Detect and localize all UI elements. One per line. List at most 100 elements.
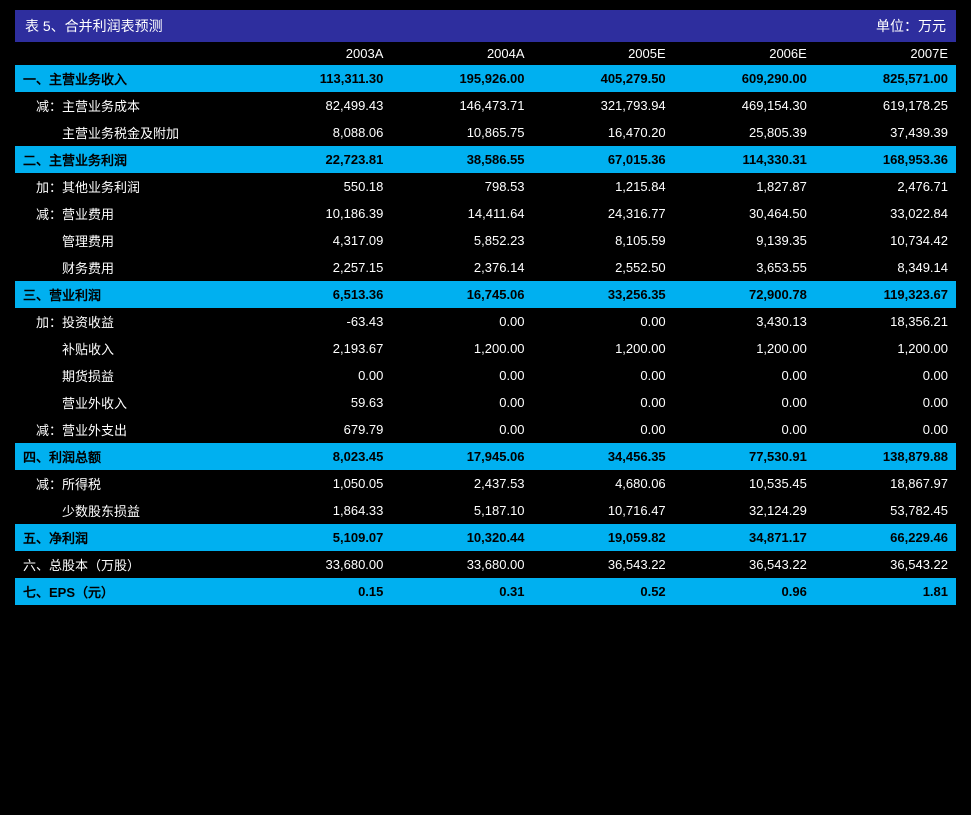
cell-value: 119,323.67: [815, 281, 956, 308]
cell-value: 2,437.53: [391, 470, 532, 497]
row-label: 加：投资收益: [15, 308, 250, 335]
cell-value: 0.00: [391, 308, 532, 335]
row-label: 四、利润总额: [15, 443, 250, 470]
table-row: 营业外收入59.630.000.000.000.00: [15, 389, 956, 416]
cell-value: 0.00: [815, 362, 956, 389]
cell-value: 18,356.21: [815, 308, 956, 335]
cell-value: 798.53: [391, 173, 532, 200]
row-label: 七、EPS（元）: [15, 578, 250, 605]
cell-value: 3,653.55: [674, 254, 815, 281]
table-row: 减：营业外支出679.790.000.000.000.00: [15, 416, 956, 443]
table-row: 财务费用2,257.152,376.142,552.503,653.558,34…: [15, 254, 956, 281]
cell-value: 36,543.22: [815, 551, 956, 578]
table-header: 表 5、合并利润表预测 单位：万元: [15, 10, 956, 42]
cell-value: 679.79: [250, 416, 391, 443]
cell-value: 10,716.47: [533, 497, 674, 524]
row-label: 主营业务税金及附加: [15, 119, 250, 146]
cell-value: 77,530.91: [674, 443, 815, 470]
cell-value: 10,734.42: [815, 227, 956, 254]
row-label: 加：其他业务利润: [15, 173, 250, 200]
cell-value: 5,109.07: [250, 524, 391, 551]
table-row: 减：主营业务成本82,499.43146,473.71321,793.94469…: [15, 92, 956, 119]
cell-value: 3,430.13: [674, 308, 815, 335]
cell-value: 1,200.00: [391, 335, 532, 362]
cell-value: 0.96: [674, 578, 815, 605]
cell-value: 0.00: [391, 416, 532, 443]
cell-value: 0.00: [674, 389, 815, 416]
table-row: 一、主营业务收入113,311.30195,926.00405,279.5060…: [15, 65, 956, 92]
cell-value: 8,105.59: [533, 227, 674, 254]
table-row: 七、EPS（元）0.150.310.520.961.81: [15, 578, 956, 605]
cell-value: 609,290.00: [674, 65, 815, 92]
cell-value: 34,871.17: [674, 524, 815, 551]
row-label: 减：主营业务成本: [15, 92, 250, 119]
cell-value: 8,023.45: [250, 443, 391, 470]
cell-value: 0.00: [674, 362, 815, 389]
cell-value: 0.00: [391, 362, 532, 389]
cell-value: 10,320.44: [391, 524, 532, 551]
cell-value: 0.00: [533, 308, 674, 335]
cell-value: 114,330.31: [674, 146, 815, 173]
cell-value: 10,186.39: [250, 200, 391, 227]
row-label: 少数股东损益: [15, 497, 250, 524]
table-row: 管理费用4,317.095,852.238,105.599,139.3510,7…: [15, 227, 956, 254]
col-header: [15, 42, 250, 65]
row-label: 减：营业外支出: [15, 416, 250, 443]
col-header: 2005E: [533, 42, 674, 65]
cell-value: 19,059.82: [533, 524, 674, 551]
cell-value: 1,050.05: [250, 470, 391, 497]
income-statement-table: 2003A 2004A 2005E 2006E 2007E 一、主营业务收入11…: [15, 42, 956, 605]
cell-value: 0.00: [674, 416, 815, 443]
cell-value: 32,124.29: [674, 497, 815, 524]
cell-value: 469,154.30: [674, 92, 815, 119]
cell-value: 10,865.75: [391, 119, 532, 146]
cell-value: 33,256.35: [533, 281, 674, 308]
cell-value: 5,852.23: [391, 227, 532, 254]
cell-value: 17,945.06: [391, 443, 532, 470]
row-label: 二、主营业务利润: [15, 146, 250, 173]
cell-value: 2,376.14: [391, 254, 532, 281]
cell-value: 195,926.00: [391, 65, 532, 92]
cell-value: 10,535.45: [674, 470, 815, 497]
cell-value: 0.00: [533, 416, 674, 443]
cell-value: 66,229.46: [815, 524, 956, 551]
table-row: 加：投资收益-63.430.000.003,430.1318,356.21: [15, 308, 956, 335]
cell-value: 8,349.14: [815, 254, 956, 281]
cell-value: 1,200.00: [815, 335, 956, 362]
cell-value: 0.52: [533, 578, 674, 605]
table-unit: 单位：万元: [876, 16, 946, 36]
row-label: 五、净利润: [15, 524, 250, 551]
cell-value: 0.00: [391, 389, 532, 416]
row-label: 减：所得税: [15, 470, 250, 497]
table-row: 四、利润总额8,023.4517,945.0634,456.3577,530.9…: [15, 443, 956, 470]
table-row: 二、主营业务利润22,723.8138,586.5567,015.36114,3…: [15, 146, 956, 173]
table-row: 六、总股本（万股）33,680.0033,680.0036,543.2236,5…: [15, 551, 956, 578]
cell-value: 0.15: [250, 578, 391, 605]
cell-value: 138,879.88: [815, 443, 956, 470]
cell-value: 168,953.36: [815, 146, 956, 173]
cell-value: 619,178.25: [815, 92, 956, 119]
cell-value: 38,586.55: [391, 146, 532, 173]
cell-value: 16,470.20: [533, 119, 674, 146]
row-label: 期货损益: [15, 362, 250, 389]
cell-value: 2,257.15: [250, 254, 391, 281]
cell-value: 0.00: [533, 362, 674, 389]
row-label: 六、总股本（万股）: [15, 551, 250, 578]
cell-value: 37,439.39: [815, 119, 956, 146]
table-row: 减：营业费用10,186.3914,411.6424,316.7730,464.…: [15, 200, 956, 227]
cell-value: 33,680.00: [391, 551, 532, 578]
cell-value: 2,476.71: [815, 173, 956, 200]
cell-value: 0.00: [815, 389, 956, 416]
cell-value: 4,680.06: [533, 470, 674, 497]
cell-value: 36,543.22: [674, 551, 815, 578]
cell-value: 22,723.81: [250, 146, 391, 173]
col-header: 2003A: [250, 42, 391, 65]
row-label: 管理费用: [15, 227, 250, 254]
cell-value: 1,200.00: [533, 335, 674, 362]
cell-value: 18,867.97: [815, 470, 956, 497]
row-label: 补贴收入: [15, 335, 250, 362]
cell-value: 113,311.30: [250, 65, 391, 92]
col-header: 2006E: [674, 42, 815, 65]
row-label: 营业外收入: [15, 389, 250, 416]
cell-value: 0.31: [391, 578, 532, 605]
